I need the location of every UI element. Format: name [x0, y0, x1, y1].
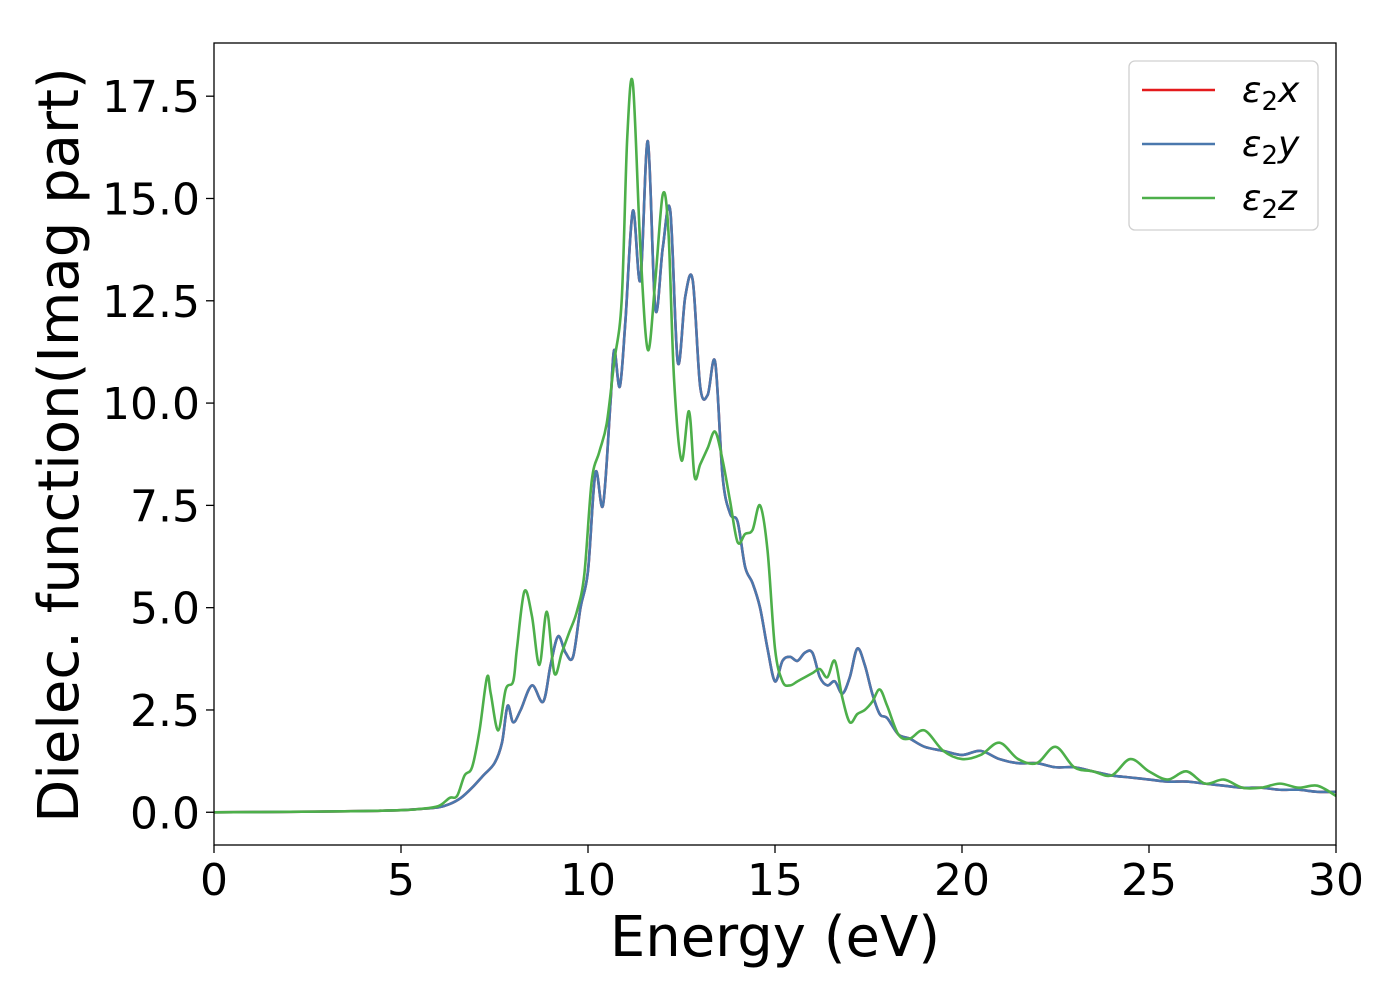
y-tick-label: 2.5 [130, 686, 200, 737]
y-axis-ticks: 0.0 2.5 5.0 7.5 10.0 12.5 15.0 17.5 [102, 72, 214, 839]
x-tick-label: 30 [1308, 855, 1364, 906]
series-line-y [213, 139, 1337, 814]
y-tick-label: 17.5 [102, 72, 200, 123]
x-tick-label: 10 [560, 855, 616, 906]
x-axis-ticks: 0 5 10 15 20 25 30 [200, 845, 1364, 906]
y-tick-label: 12.5 [102, 277, 200, 328]
legend-box [1128, 60, 1319, 231]
y-tick-label: 5.0 [130, 584, 200, 635]
x-axis-title: Energy (eV) [610, 905, 940, 970]
x-tick-label: 20 [934, 855, 990, 906]
y-tick-label: 0.0 [130, 788, 200, 839]
legend-entries: ε2x ε2y ε2z [1142, 70, 1300, 225]
legend: ε2x ε2y ε2z [1128, 60, 1319, 231]
y-tick-label: 7.5 [130, 481, 200, 532]
legend-label-z: ε2z [1242, 178, 1298, 225]
series-line-z [213, 77, 1337, 814]
x-tick-label: 25 [1121, 855, 1177, 906]
y-tick-label: 15.0 [102, 174, 200, 225]
y-tick-label: 10.0 [102, 379, 200, 430]
x-tick-label: 5 [387, 855, 415, 906]
legend-label-y: ε2y [1242, 124, 1300, 171]
y-axis-title: Dielec. function(Imag part) [27, 67, 92, 823]
x-tick-label: 15 [747, 855, 803, 906]
x-tick-label: 0 [200, 855, 228, 906]
legend-label-x: ε2x [1242, 70, 1300, 117]
series-layer [213, 77, 1337, 814]
